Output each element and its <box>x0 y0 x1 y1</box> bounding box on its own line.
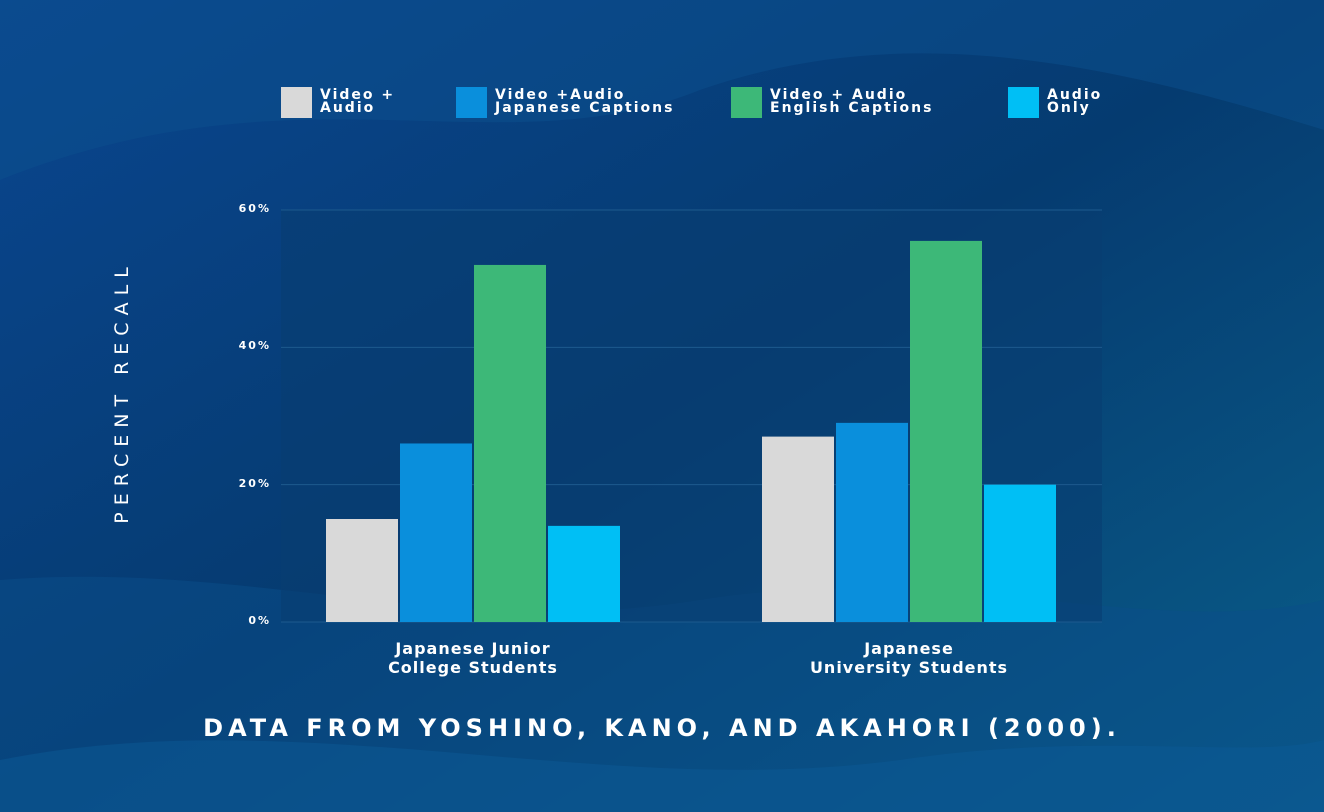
footer: DATA FROM YOSHINO, KANO, AND AKAHORI (20… <box>203 714 1121 742</box>
bar <box>326 519 398 622</box>
legend-label: Video + Audio <box>320 87 396 116</box>
bar <box>762 436 834 622</box>
legend-swatch <box>1008 87 1039 118</box>
legend-swatch <box>456 87 487 118</box>
y-tick-label: 0% <box>248 614 271 627</box>
bar <box>910 240 982 622</box>
bar <box>548 525 620 622</box>
bar <box>984 484 1056 622</box>
legend-swatch <box>731 87 762 118</box>
y-tick-label: 60% <box>238 202 271 215</box>
legend-label: Video + Audio English Captions <box>770 87 934 116</box>
y-tick-label: 40% <box>238 339 271 353</box>
legend-swatch <box>281 87 312 118</box>
x-tick-label: Japanese Junior College Students <box>388 639 558 677</box>
y-axis-title: PERCENT RECALL <box>111 260 133 524</box>
y-tick-label: 20% <box>238 476 271 490</box>
legend-label: Audio Only <box>1047 87 1103 116</box>
bar <box>400 443 472 622</box>
bar <box>836 422 908 622</box>
legend-label: Video +Audio Japanese Captions <box>495 87 675 116</box>
wave <box>0 740 1324 812</box>
wave <box>0 0 1324 180</box>
bar <box>474 264 546 622</box>
x-tick-label: Japanese University Students <box>809 639 1009 677</box>
